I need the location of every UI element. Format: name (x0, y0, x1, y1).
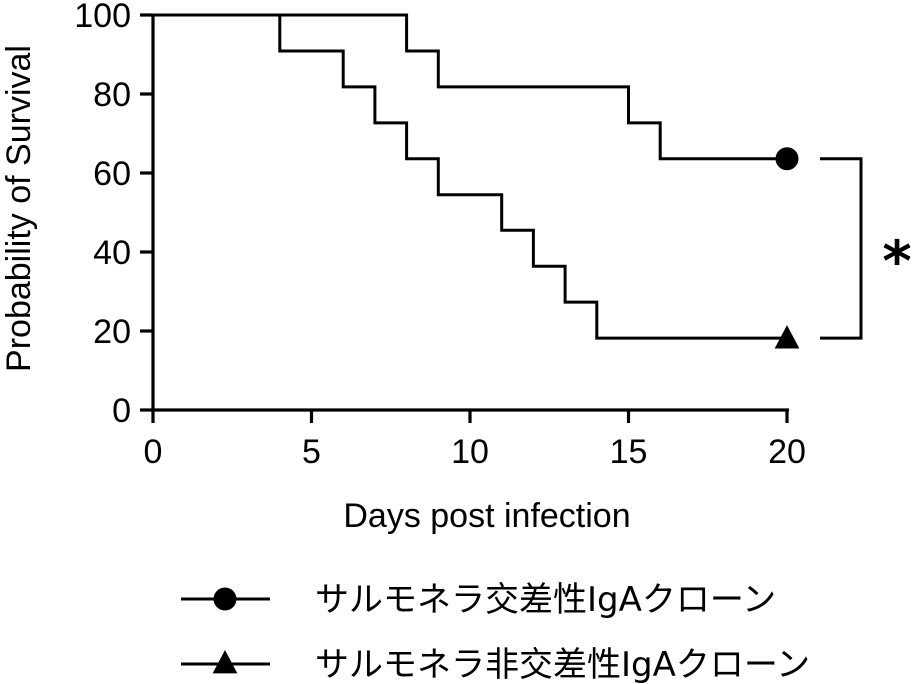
series-layer (153, 13, 800, 349)
x-tick-label: 0 (144, 433, 163, 471)
survival-curve-series-1 (153, 13, 787, 161)
end-marker-triangle (774, 325, 800, 349)
annotations: * (820, 157, 912, 340)
legend-marker-triangle (212, 650, 238, 674)
significance-star: * (882, 229, 911, 294)
y-tick-label: 100 (74, 0, 131, 35)
y-axis-title: Probability of Survival (0, 45, 38, 372)
survival-curve-series-2 (153, 13, 787, 340)
end-marker-circle (775, 147, 799, 171)
legend-label-series-2: サルモネラ非交差性IgAクローン (315, 645, 810, 684)
significance-bracket (820, 157, 863, 340)
axes: 0 20 40 60 80 100 0 5 10 15 20 Days post infection P… (0, 0, 806, 535)
y-tick-label: 20 (93, 313, 131, 351)
x-tick-label: 15 (610, 433, 648, 471)
y-tick-label: 60 (93, 155, 131, 193)
y-tick-label: 40 (93, 234, 131, 272)
legend-marker-circle (213, 587, 237, 611)
x-tick-label: 10 (451, 433, 489, 471)
legend-label-series-1: サルモネラ交差性IgAクローン (315, 580, 776, 620)
y-tick-label: 0 (112, 392, 131, 430)
y-tick-label: 80 (93, 76, 131, 114)
x-tick-label: 5 (302, 433, 321, 471)
x-tick-label: 20 (768, 433, 806, 471)
x-axis-title: Days post infection (343, 497, 630, 535)
